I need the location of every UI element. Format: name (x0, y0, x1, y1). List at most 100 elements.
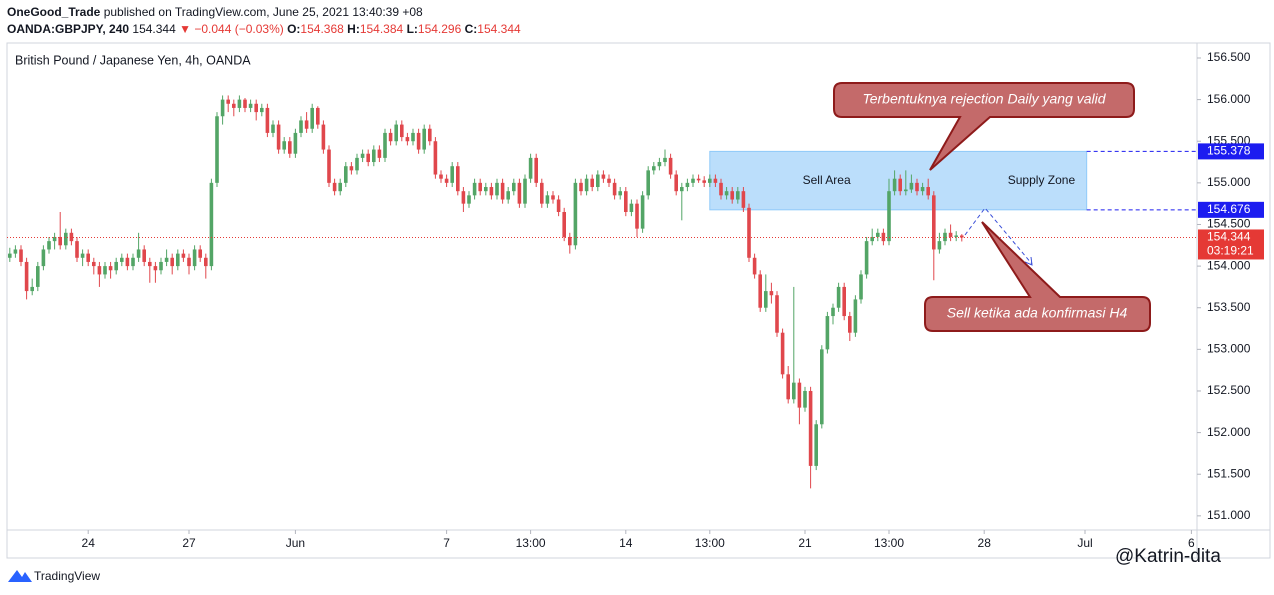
price-label-box (1198, 201, 1264, 218)
candle-body (752, 257, 757, 275)
candle-body (657, 162, 662, 167)
candle-body (52, 236, 57, 242)
candle-body (125, 257, 130, 267)
x-tick-label: 28 (978, 536, 992, 550)
candle-body (80, 253, 85, 258)
x-tick-label: 13:00 (695, 536, 725, 550)
candle-body (288, 141, 292, 154)
candle-body (848, 316, 852, 333)
axis-layer: 151.000 151.500 152.000 152.500 153.000 153.5… (82, 50, 1264, 550)
candle-body (456, 166, 460, 192)
candle-body (422, 128, 426, 150)
candle-body (366, 153, 370, 163)
candle-body (909, 182, 914, 190)
candle-body (786, 374, 790, 400)
candle-body (713, 178, 718, 183)
candle-body (226, 99, 230, 104)
candle-body (114, 261, 118, 271)
candle-body (484, 187, 488, 192)
candle-body (428, 128, 432, 142)
callout-rejection-text: Terbentuknya rejection Daily yang valid (862, 91, 1106, 107)
candle-body (797, 382, 802, 408)
candle-body (19, 249, 23, 262)
tv-logo (8, 570, 32, 582)
price-label-box (1198, 143, 1264, 160)
h-value: 154.384 (359, 22, 404, 36)
callout-sell (924, 221, 1151, 332)
price-label-box (1198, 229, 1264, 260)
candle-body (360, 153, 365, 158)
candle-body (265, 107, 270, 133)
candle-body (148, 261, 152, 267)
candle-body (534, 157, 538, 183)
candle-body (108, 266, 113, 271)
candle-body (176, 253, 180, 267)
candle-body (702, 180, 706, 183)
candle-body (478, 182, 482, 192)
candle-body (13, 249, 18, 254)
zone-label: Supply Zone (1008, 173, 1076, 187)
candle-body (30, 286, 34, 292)
y-tick-label: 152.500 (1207, 383, 1251, 397)
candle-body (926, 187, 930, 196)
candle-body (327, 149, 331, 183)
x-tick-label: 13:00 (874, 536, 904, 550)
x-tick-label: 13:00 (516, 536, 546, 550)
candle-body (540, 182, 544, 204)
candle-body (747, 207, 751, 258)
tv-logo-icon (8, 570, 32, 582)
candle-body (568, 236, 572, 246)
candle-body (512, 182, 516, 192)
candle-body (937, 241, 942, 250)
x-tick-label: 6 (1188, 536, 1195, 550)
candle-body (775, 295, 779, 333)
candle-body (187, 257, 191, 267)
candle-body (69, 232, 74, 242)
candle-body (416, 132, 421, 150)
x-tick-label: 14 (619, 536, 633, 550)
x-tick-label: 21 (798, 536, 812, 550)
y-tick-label: 153.000 (1207, 342, 1251, 356)
candle-body (668, 157, 673, 175)
candle-body (551, 195, 555, 200)
candle-body (780, 332, 785, 375)
candle-body (450, 166, 454, 183)
candle-body (864, 241, 869, 275)
candle-body (708, 178, 712, 183)
y-tick-label: 156.500 (1207, 50, 1251, 64)
c-label: C: (464, 22, 478, 36)
candle-body (652, 166, 656, 171)
zone-label: Sell Area (803, 173, 851, 187)
candle-body (36, 266, 40, 287)
candle-body (736, 191, 740, 200)
candle-body (198, 249, 202, 258)
candle-body (388, 132, 393, 142)
candle-body (803, 390, 807, 408)
l-label: L: (406, 22, 418, 36)
candle-body (489, 187, 494, 196)
candle-body (691, 178, 695, 183)
y-tick-label: 154.500 (1207, 217, 1251, 231)
candle-body (142, 249, 146, 262)
candle-body (159, 261, 163, 271)
change: ▼ −0.044 (−0.03%) (179, 22, 284, 36)
candle-body (349, 166, 354, 171)
candle-body (904, 189, 908, 192)
price-label: 155.378 (1207, 144, 1251, 158)
candle-body (960, 235, 964, 238)
chart-title: British Pound / Japanese Yen, 4h, OANDA (15, 53, 251, 67)
x-tick-label: Jun (286, 536, 305, 550)
candle-body (640, 195, 645, 229)
candle-body (696, 178, 701, 181)
candle-body (943, 232, 947, 242)
candle-body (741, 191, 746, 208)
candle-body (932, 195, 936, 250)
candle-body (629, 203, 634, 212)
candle-body (75, 241, 79, 258)
candle-body (842, 286, 846, 317)
candle-body (383, 132, 387, 158)
candle-body (321, 124, 326, 150)
candle-body (316, 107, 320, 125)
candle-body (204, 257, 208, 267)
candle-body (618, 191, 622, 196)
